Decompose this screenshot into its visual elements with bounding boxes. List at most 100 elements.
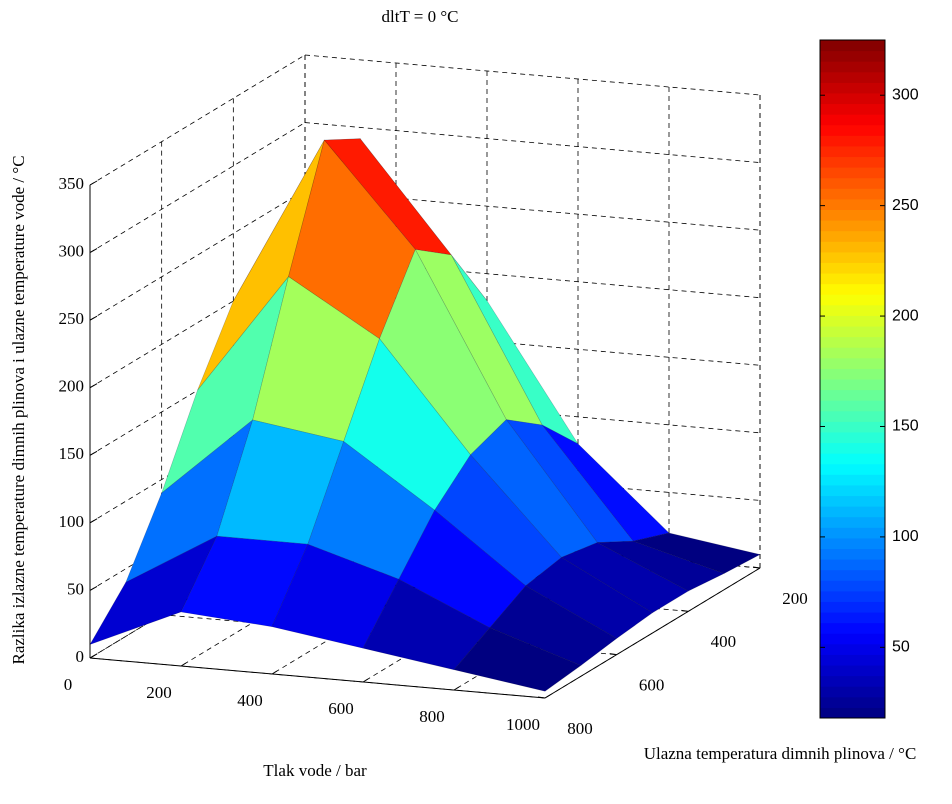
colorbar-swatch — [820, 453, 885, 465]
tick-mark — [89, 585, 98, 591]
colorbar-swatch — [820, 368, 885, 380]
colorbar-swatch — [820, 251, 885, 263]
z-tick-label: 300 — [59, 241, 85, 260]
z-tick-label: 100 — [59, 512, 85, 531]
colorbar-swatch — [820, 336, 885, 348]
colorbar-swatch — [820, 167, 885, 179]
colorbar-swatch — [820, 188, 885, 200]
x-axis — [89, 657, 546, 699]
tick-mark — [89, 383, 98, 389]
colorbar-swatch — [820, 198, 885, 210]
tick-mark — [271, 670, 278, 675]
grid-line — [89, 54, 306, 186]
x-tick-label: 0 — [64, 675, 73, 694]
colorbar-swatch — [820, 686, 885, 698]
colorbar-swatch — [820, 474, 885, 486]
colorbar-swatch — [820, 421, 885, 433]
y-tick-label: 600 — [639, 676, 665, 695]
tick-mark — [609, 653, 617, 656]
colorbar-swatch — [820, 622, 885, 634]
x-tick-label: 200 — [146, 683, 172, 702]
colorbar-swatch — [820, 294, 885, 306]
colorbar-swatch — [820, 707, 885, 719]
colorbar-swatch — [820, 135, 885, 147]
tick-mark — [89, 315, 98, 321]
grid-line — [271, 543, 488, 675]
colorbar-swatch — [820, 145, 885, 158]
colorbar-swatch — [820, 431, 885, 444]
colorbar-swatch — [820, 537, 885, 549]
colorbar-swatch — [820, 315, 885, 327]
colorbar-swatch — [820, 590, 885, 602]
y-axis — [544, 567, 761, 699]
colorbar-tick-label: 50 — [892, 639, 910, 656]
colorbar-swatch — [820, 389, 885, 401]
colorbar-swatch — [820, 177, 885, 189]
grid-line — [304, 122, 761, 163]
colorbar-swatch — [820, 50, 885, 62]
x-tick-label: 800 — [419, 707, 445, 726]
tick-mark — [453, 686, 460, 691]
colorbar-swatch — [820, 612, 885, 624]
colorbar-tick-label: 250 — [892, 197, 919, 214]
colorbar-swatch — [820, 230, 885, 242]
y-axis-label: Ulazna temperatura dimnih plinova / °C — [644, 744, 917, 763]
grid-line — [89, 189, 306, 321]
tick-mark — [537, 696, 546, 699]
colorbar-swatch — [820, 92, 885, 105]
tick-mark — [89, 248, 98, 254]
grid-line — [304, 54, 761, 96]
z-tick-label: 150 — [59, 444, 85, 463]
grid-line — [180, 535, 397, 667]
colorbar-swatch — [820, 665, 885, 677]
colorbar-swatch — [820, 463, 885, 475]
colorbar-swatch — [820, 654, 885, 666]
colorbar-swatch — [820, 601, 885, 613]
colorbar-swatch — [820, 379, 885, 391]
tick-mark — [89, 654, 96, 659]
colorbar-swatch — [820, 400, 885, 412]
tick-mark — [180, 662, 187, 667]
colorbar-swatch — [820, 283, 885, 295]
tick-mark — [89, 518, 98, 524]
colorbar-swatch — [820, 71, 885, 83]
colorbar-swatch — [820, 209, 885, 221]
colorbar-swatch — [820, 124, 885, 136]
colorbar-swatch — [820, 527, 885, 539]
x-axis-label: Tlak vode / bar — [263, 761, 367, 780]
z-tick-label: 0 — [76, 647, 85, 666]
colorbar-swatch — [820, 241, 885, 253]
colorbar-swatch — [820, 304, 885, 316]
tick-mark — [681, 609, 689, 612]
colorbar-swatch — [820, 220, 885, 232]
colorbar-swatch — [820, 484, 885, 497]
tick-mark — [362, 678, 369, 683]
z-tick-label: 50 — [67, 579, 84, 598]
colorbar-swatch — [820, 40, 885, 52]
colorbar: 50 100 150 200 250 300 — [819, 39, 919, 719]
colorbar-swatch — [820, 548, 885, 560]
colorbar-swatch — [820, 410, 885, 422]
z-axis-label: Razlika izlazne temperature dimnih plino… — [9, 155, 28, 664]
colorbar-swatch — [820, 580, 885, 592]
chart-title: dltT = 0 °C — [382, 7, 459, 26]
surface-face — [453, 627, 582, 692]
colorbar-swatch — [820, 103, 885, 115]
colorbar-frame — [819, 39, 886, 719]
colorbar-swatch — [820, 516, 885, 528]
colorbar-swatch — [820, 506, 885, 518]
colorbar-swatch — [820, 61, 885, 73]
tick-mark — [752, 566, 761, 569]
colorbar-swatch — [820, 357, 885, 369]
colorbar-swatch — [820, 675, 885, 687]
colorbar-swatch — [820, 347, 885, 359]
colorbar-swatch — [820, 156, 885, 168]
z-tick-label: 250 — [59, 309, 85, 328]
grid-line — [89, 122, 306, 253]
colorbar-swatch — [820, 114, 885, 126]
x-tick-label: 400 — [237, 691, 263, 710]
colorbar-tick-label: 200 — [892, 307, 919, 324]
colorbar-tick-label: 150 — [892, 418, 919, 435]
y-tick-label: 400 — [711, 632, 737, 651]
